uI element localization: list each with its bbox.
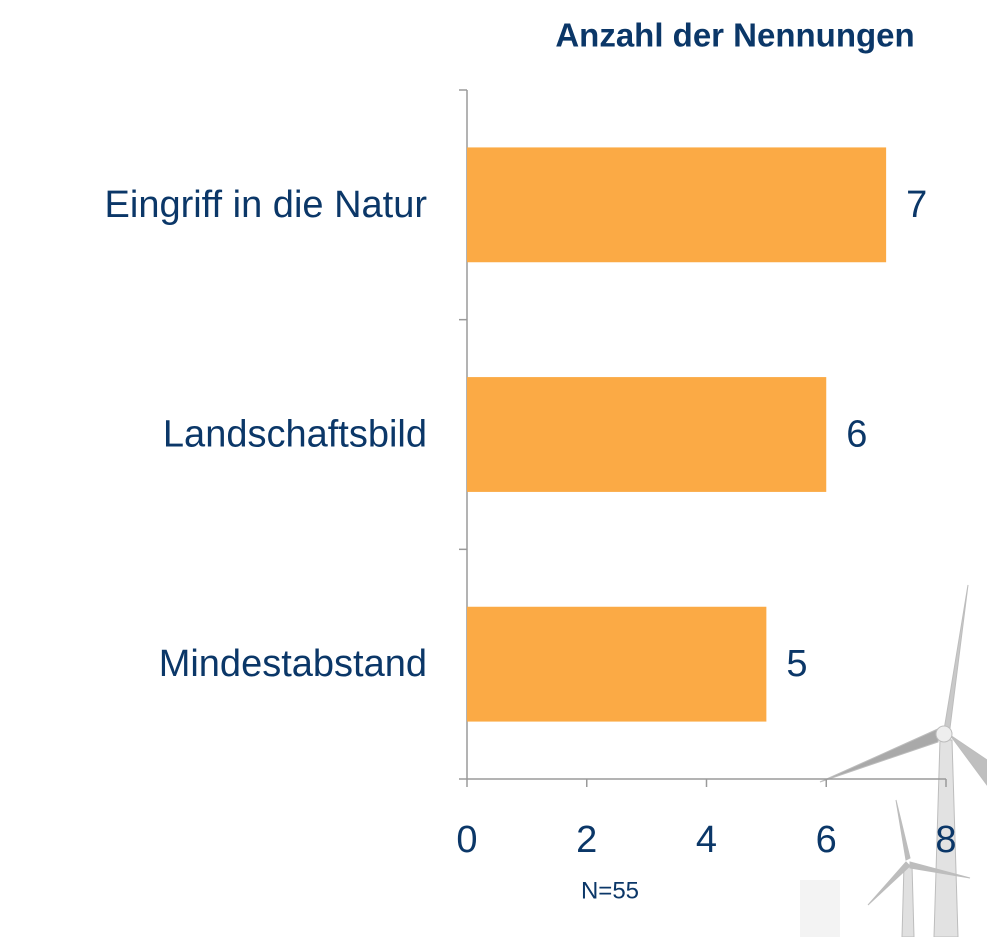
chart-title: Anzahl der Nennungen <box>555 17 914 54</box>
y-tick-label: Landschaftsbild <box>163 414 427 456</box>
x-tick-label: 2 <box>576 819 597 861</box>
annotation: N=55 <box>581 877 639 904</box>
bar <box>467 147 887 263</box>
value-label: 6 <box>846 414 867 456</box>
value-label: 5 <box>786 643 807 685</box>
y-tick-label: Mindestabstand <box>159 643 427 685</box>
wind-turbines <box>800 584 987 937</box>
y-tick-label: Eingriff in die Natur <box>105 184 428 226</box>
value-label: 7 <box>906 184 927 226</box>
x-tick-label: 0 <box>456 819 477 861</box>
bar <box>467 606 767 722</box>
x-tick-label: 8 <box>935 819 956 861</box>
x-tick-label: 6 <box>816 819 837 861</box>
bar <box>467 377 827 492</box>
x-tick-label: 4 <box>696 819 717 861</box>
